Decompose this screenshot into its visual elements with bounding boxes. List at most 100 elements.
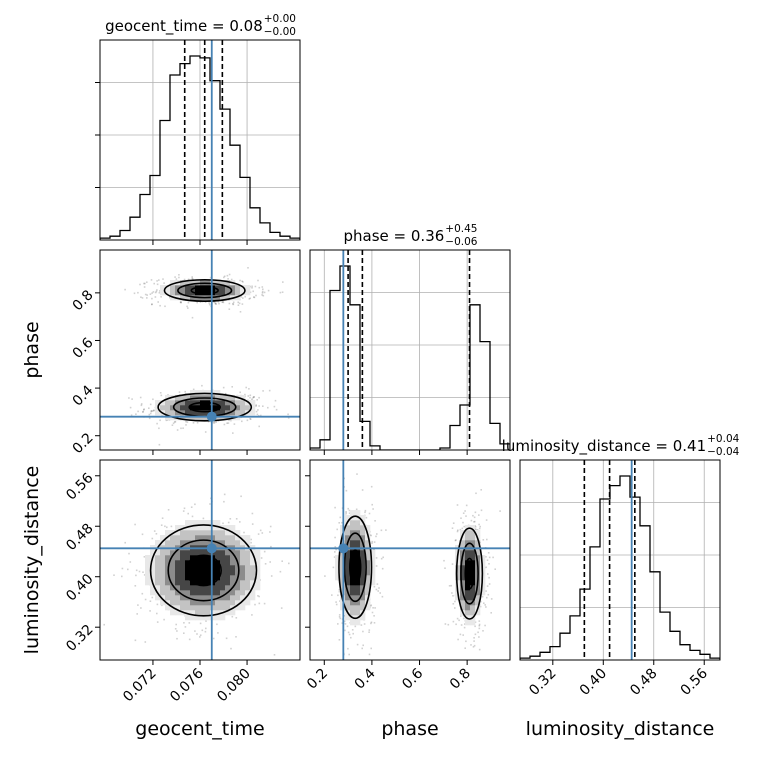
density-cell	[255, 580, 261, 586]
sample-point	[151, 292, 153, 294]
sample-point	[239, 521, 241, 523]
density-cell	[240, 535, 246, 541]
sample-point	[135, 413, 137, 415]
density-cell	[215, 615, 221, 621]
sample-point	[354, 625, 357, 628]
sample-point	[153, 409, 155, 412]
sample-point	[134, 639, 137, 642]
sample-point	[360, 624, 363, 626]
title-plus-phase: +0.45	[445, 223, 477, 235]
title-phase: phase = 0.36 +0.45−0.06	[344, 223, 478, 248]
sample-point	[343, 620, 346, 623]
density-cell	[220, 530, 226, 536]
density-cell	[150, 570, 156, 576]
sample-point	[457, 638, 459, 641]
sample-point	[267, 289, 270, 292]
density-cell	[185, 605, 191, 611]
density-cell	[190, 605, 196, 611]
density-cell	[230, 410, 236, 416]
density-cell	[165, 595, 171, 601]
density-cell	[345, 605, 351, 611]
density-cell	[220, 280, 226, 286]
density-cell	[245, 405, 251, 411]
sample-point	[222, 301, 225, 304]
density-cell	[165, 405, 171, 411]
density-cell	[175, 575, 181, 581]
sample-point	[212, 422, 215, 424]
sample-point	[156, 283, 159, 286]
density-cell	[470, 565, 476, 571]
sample-point	[227, 521, 230, 524]
sample-point	[339, 600, 341, 602]
contour-line	[167, 539, 240, 602]
density-cell	[155, 585, 161, 591]
sample-point	[251, 523, 254, 525]
density-cell	[160, 575, 166, 581]
density-cell	[240, 600, 246, 606]
density-cell	[345, 580, 351, 586]
sample-point	[275, 408, 278, 411]
sample-point	[254, 603, 256, 606]
density-cell	[355, 530, 361, 536]
sample-point	[450, 584, 452, 587]
sample-point	[179, 301, 182, 304]
sample-point	[151, 596, 154, 599]
sample-point	[171, 424, 174, 426]
density-cell	[180, 595, 186, 601]
sample-point	[201, 629, 204, 632]
sample-point	[186, 305, 188, 308]
sample-point	[281, 560, 283, 562]
sample-point	[352, 632, 354, 635]
sample-point	[240, 296, 243, 298]
sample-point	[338, 639, 341, 641]
density-cell	[145, 570, 151, 576]
sample-point	[264, 563, 267, 565]
sample-point	[124, 541, 126, 544]
density-cell	[245, 285, 251, 291]
sample-point	[350, 636, 352, 639]
sample-point	[280, 607, 283, 609]
sample-point	[137, 410, 139, 413]
density-cell	[195, 520, 201, 526]
density-cell	[365, 570, 371, 576]
sample-point	[470, 519, 473, 522]
sample-point	[492, 556, 494, 559]
density-cell	[205, 410, 211, 416]
sample-point	[251, 614, 253, 616]
sample-point	[452, 522, 455, 524]
sample-point	[331, 594, 333, 596]
sample-point	[488, 583, 491, 585]
ytick-label-luminosity_distance: 0.40	[63, 571, 96, 604]
density-cell	[480, 585, 486, 591]
sample-point	[485, 566, 487, 569]
sample-point	[186, 421, 189, 423]
density-cell	[335, 575, 341, 581]
density-cell	[350, 595, 356, 601]
sample-point	[239, 279, 241, 282]
sample-point	[133, 292, 136, 295]
sample-point	[460, 615, 462, 617]
sample-point	[256, 413, 259, 416]
density-cell	[225, 565, 231, 571]
density-cell	[240, 580, 246, 586]
density-cell	[160, 565, 166, 571]
density-cell	[230, 595, 236, 601]
density-cell	[190, 560, 196, 566]
density-cell	[180, 585, 186, 591]
sample-point	[258, 595, 260, 598]
sample-point	[464, 647, 466, 649]
sample-point	[474, 625, 476, 628]
title-minus-luminosity_distance: −0.04	[707, 446, 739, 458]
sample-point	[370, 485, 373, 488]
density-cell	[200, 555, 206, 561]
sample-point	[128, 397, 130, 399]
ytick-label-phase: 0.4	[70, 382, 97, 409]
sample-point	[456, 530, 459, 533]
density-cell	[470, 610, 476, 616]
density-cell	[155, 560, 161, 566]
density-cell	[155, 550, 161, 556]
sample-point	[371, 611, 374, 614]
density-cell	[190, 530, 196, 536]
xaxis-label-luminosity_distance: luminosity_distance	[526, 718, 715, 740]
sample-point	[273, 405, 276, 408]
